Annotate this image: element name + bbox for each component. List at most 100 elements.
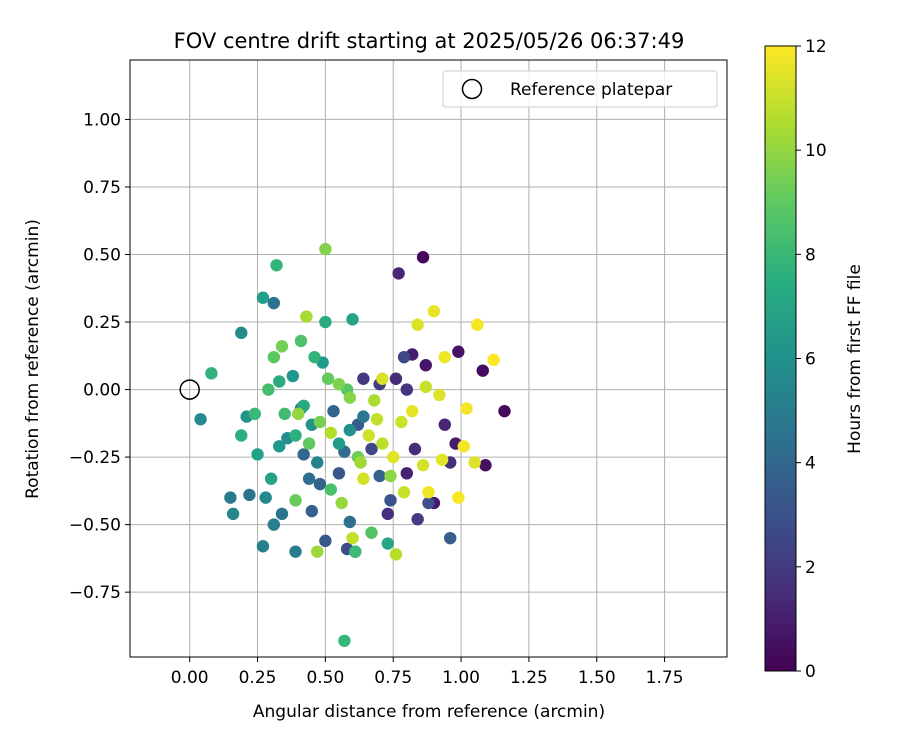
data-point [332, 377, 346, 391]
data-point [389, 548, 403, 561]
data-point [427, 305, 441, 318]
y-tick-label: 0.50 [83, 245, 121, 265]
data-point [321, 372, 335, 385]
data-point [343, 423, 357, 437]
data-point [243, 488, 256, 502]
data-point [357, 472, 370, 485]
data-point [251, 448, 264, 461]
data-point [419, 359, 432, 372]
plot-frame [129, 59, 728, 658]
data-point [313, 477, 327, 491]
data-point [256, 540, 270, 553]
y-tick-label: 0.25 [83, 313, 121, 333]
x-tick-label: 0.25 [239, 668, 277, 688]
data-point [205, 367, 218, 380]
data-point [248, 407, 262, 421]
data-point [289, 429, 302, 442]
data-point [262, 383, 275, 396]
x-tick-label: 1.75 [646, 668, 684, 688]
data-point [311, 456, 324, 469]
x-tick-label: 1.25 [510, 668, 548, 688]
colorbar-tick-label: 12 [805, 37, 827, 57]
y-tick-label: −0.50 [69, 516, 121, 536]
x-tick-label: 0.50 [306, 668, 344, 688]
data-point [387, 450, 400, 464]
data-point [408, 442, 422, 456]
legend-marker [461, 78, 483, 100]
data-point [297, 448, 310, 461]
scatter-points [194, 242, 511, 647]
data-point [267, 296, 281, 310]
data-point [433, 388, 446, 402]
data-point [357, 372, 370, 385]
data-point [267, 518, 281, 531]
data-point [392, 267, 405, 280]
data-point [422, 496, 435, 510]
data-point [235, 429, 248, 442]
data-point [324, 426, 338, 439]
data-point [275, 507, 289, 521]
data-point [349, 545, 362, 558]
data-point [479, 459, 492, 472]
data-point [476, 364, 489, 377]
data-point [419, 380, 432, 394]
data-point [438, 418, 451, 431]
legend-label: Reference platepar [510, 80, 672, 100]
y-tick-label: 0.75 [83, 178, 121, 198]
colorbar-tick-label: 0 [805, 662, 816, 682]
y-tick-label: −0.75 [69, 583, 121, 603]
data-point [346, 313, 359, 326]
data-point [327, 404, 340, 418]
y-tick-label: 0.00 [83, 381, 121, 401]
data-point [278, 407, 291, 421]
colorbar-tick-label: 4 [805, 454, 816, 474]
data-point [406, 404, 419, 418]
data-point [294, 334, 308, 348]
x-axis: 0.00 0.25 0.50 0.75 1.00 1.25 1.50 1.75 [171, 657, 684, 688]
data-point [397, 486, 411, 499]
data-point [324, 483, 338, 496]
data-point [343, 515, 357, 529]
colorbar-tick-label: 2 [805, 558, 816, 578]
data-point [354, 456, 367, 469]
data-point [365, 442, 378, 456]
data-point [346, 531, 359, 545]
data-point [487, 353, 500, 367]
data-point [362, 429, 375, 442]
data-point [460, 402, 473, 415]
data-point [444, 531, 457, 545]
data-point [302, 437, 316, 450]
data-point [400, 383, 413, 396]
data-point [457, 440, 470, 453]
data-point [332, 437, 346, 450]
data-point [452, 345, 465, 358]
data-point [343, 391, 357, 404]
data-point [381, 537, 394, 550]
data-point [319, 315, 332, 329]
data-point [376, 437, 389, 450]
x-axis-label: Angular distance from reference (arcmin) [253, 702, 605, 722]
legend: Reference platepar [442, 70, 718, 108]
data-point [416, 459, 430, 472]
data-point [471, 318, 484, 331]
data-point [264, 472, 278, 485]
colorbar-tick-label: 6 [805, 350, 816, 370]
data-point [381, 507, 394, 521]
data-point [338, 634, 351, 647]
data-point [319, 534, 332, 548]
data-point [400, 467, 413, 480]
data-point [365, 526, 378, 539]
chart-title: FOV centre drift starting at 2025/05/26 … [174, 29, 685, 53]
data-point [270, 259, 283, 272]
x-tick-label: 0.75 [374, 668, 412, 688]
data-point [273, 440, 286, 453]
data-point [286, 369, 300, 383]
data-point [397, 350, 411, 364]
data-point [292, 407, 305, 421]
data-point [468, 456, 481, 469]
y-tick-label: −0.25 [69, 448, 121, 468]
x-tick-label: 1.50 [578, 668, 616, 688]
data-point [416, 250, 430, 264]
data-point [273, 375, 286, 388]
